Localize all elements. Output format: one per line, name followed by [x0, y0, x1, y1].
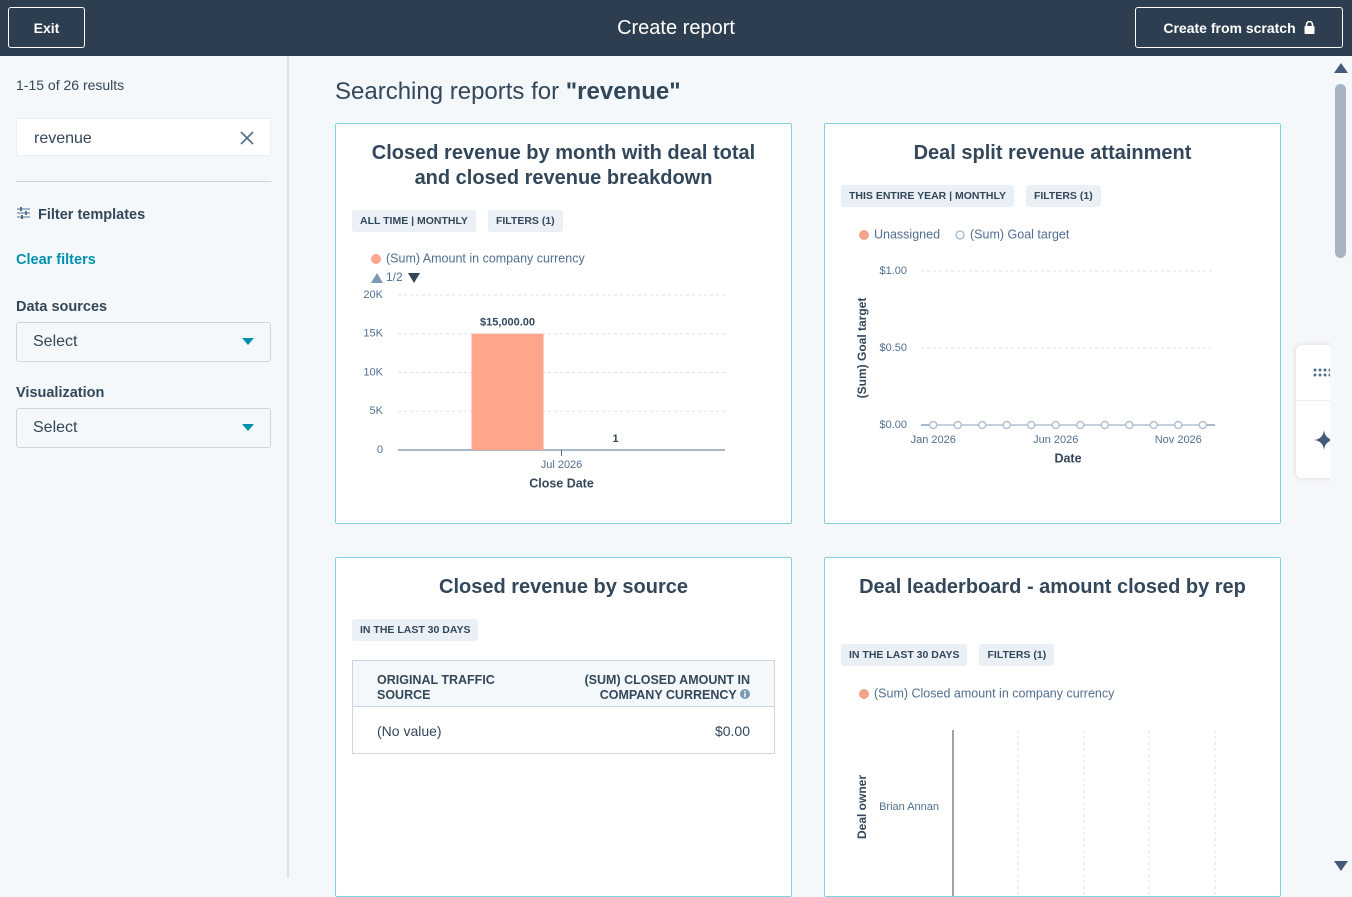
heading-query: "revenue"	[566, 78, 681, 105]
y-axis-title: (Sum) Goal target	[855, 298, 869, 399]
point	[1150, 422, 1157, 429]
legend-label: (Sum) Goal target	[970, 227, 1070, 241]
legend-marker	[371, 254, 381, 264]
results-count: 1-15 of 26 results	[16, 77, 124, 93]
legend-page: 1/2	[386, 270, 403, 284]
report-card[interactable]: Deal split revenue attainment THIS ENTIR…	[824, 123, 1281, 524]
x-axis-title: Close Date	[529, 476, 594, 490]
scroll-thumb[interactable]	[1335, 84, 1346, 258]
table-cell: (No value)	[377, 723, 442, 739]
x-tick-label: Jun 2026	[1033, 434, 1078, 446]
column-header: ORIGINAL TRAFFIC SOURCE	[377, 673, 517, 703]
divider	[16, 181, 271, 182]
bar	[472, 334, 544, 450]
point	[1003, 422, 1010, 429]
select-text: Select	[33, 333, 77, 351]
heading-prefix: Searching reports for	[335, 78, 559, 105]
grid	[1018, 730, 1215, 897]
point	[1077, 422, 1084, 429]
data-sources-select[interactable]: Select	[16, 322, 271, 362]
point	[1101, 422, 1108, 429]
filter-templates[interactable]: Filter templates	[38, 207, 145, 223]
data-label: $15,000.00	[480, 317, 535, 329]
y-tick-label: Brian Annan	[879, 801, 939, 813]
visualization-label: Visualization	[16, 385, 104, 401]
scrollbar[interactable]	[1330, 56, 1352, 878]
tag: IN THE LAST 30 DAYS	[352, 619, 478, 641]
point	[1028, 422, 1035, 429]
data-sources-label: Data sources	[16, 299, 107, 315]
header: Exit Create report Create from scratch	[0, 0, 1352, 56]
info-icon[interactable]	[740, 689, 750, 699]
y-tick-label: $1.00	[879, 265, 907, 277]
card-title: Closed revenue by source	[366, 575, 761, 600]
legend-label: (Sum) Closed amount in company currency	[874, 686, 1115, 700]
create-label: Create from scratch	[1163, 20, 1295, 36]
data-label: 1	[612, 433, 618, 445]
visualization-select[interactable]: Select	[16, 408, 271, 448]
pager-down	[408, 273, 420, 283]
y-tick-label: 10K	[363, 366, 383, 378]
lock-icon	[1304, 21, 1315, 34]
report-card[interactable]: Deal leaderboard - amount closed by rep …	[824, 557, 1281, 897]
y-tick-label: 0	[377, 444, 383, 456]
y-tick-label: 15K	[363, 328, 383, 340]
legend-marker	[859, 689, 869, 699]
line-chart: $0.00 $0.50 $1.00 Unassigned (Sum) Goal targ…	[825, 124, 1281, 524]
scroll-down[interactable]	[1334, 861, 1348, 871]
point	[1175, 422, 1182, 429]
legend-label: Unassigned	[874, 227, 940, 241]
report-card[interactable]: Closed revenue by source IN THE LAST 30 …	[335, 557, 792, 897]
legend-marker	[859, 230, 869, 240]
search-text: revenue	[34, 130, 92, 147]
hbar-chart: (Sum) Closed amount in company currency B…	[825, 558, 1281, 897]
x-tick-label: Jul 2026	[541, 459, 583, 471]
y-tick-label: 20K	[363, 289, 383, 301]
point	[979, 422, 986, 429]
point	[1199, 422, 1206, 429]
caret	[242, 338, 254, 345]
scroll-up[interactable]	[1334, 63, 1348, 73]
x-axis-title: Date	[1054, 451, 1081, 465]
search-input[interactable]: revenue	[16, 118, 271, 156]
bar-chart: 0 5K 10K 15K 20K (Sum) Amount in company curr…	[336, 124, 792, 524]
select-text: Select	[33, 419, 77, 437]
point	[930, 422, 937, 429]
page: Exit Create report Create from scratch 1…	[0, 0, 1352, 878]
x-tick-label: Nov 2026	[1155, 434, 1202, 446]
table-cell: $0.00	[715, 723, 750, 739]
pager-up	[371, 273, 383, 283]
y-tick-label: $0.50	[879, 342, 907, 354]
filter-icon	[17, 207, 30, 219]
search-heading: Searching reports for "revenue"	[335, 78, 681, 106]
point	[1126, 422, 1133, 429]
clear-filters[interactable]: Clear filters	[16, 252, 96, 268]
legend-label: (Sum) Amount in company currency	[386, 251, 585, 265]
point	[1052, 422, 1059, 429]
create-button[interactable]: Create from scratch	[1135, 7, 1343, 48]
y-axis-title: Deal owner	[855, 775, 869, 839]
caret	[242, 424, 254, 431]
table: ORIGINAL TRAFFIC SOURCE (SUM) CLOSED AMO…	[352, 660, 775, 754]
column-header-text: (SUM) CLOSED AMOUNT IN COMPANY CURRENCY	[585, 673, 751, 702]
legend-marker	[956, 231, 964, 239]
y-tick-label: 5K	[370, 405, 384, 417]
y-tick-label: $0.00	[879, 419, 907, 431]
column-header: (SUM) CLOSED AMOUNT IN COMPANY CURRENCY	[550, 673, 750, 703]
report-card[interactable]: Closed revenue by month with deal total …	[335, 123, 792, 524]
point	[954, 422, 961, 429]
sidebar: 1-15 of 26 results revenue Filter templa…	[0, 56, 289, 878]
x-tick-label: Jan 2026	[911, 434, 956, 446]
clear-icon[interactable]	[240, 131, 254, 145]
